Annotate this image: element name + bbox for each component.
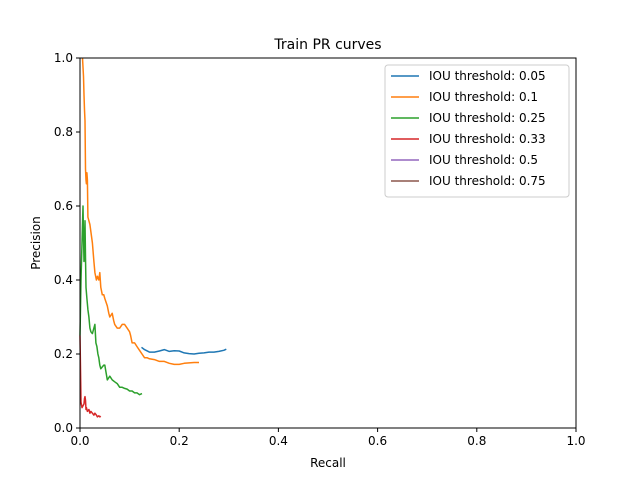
y-axis-label: Precision [29, 216, 43, 270]
x-tick-label: 1.0 [566, 434, 585, 448]
legend-label: IOU threshold: 0.05 [429, 69, 546, 83]
series-layer [79, 57, 227, 418]
legend-label: IOU threshold: 0.25 [429, 111, 546, 125]
x-axis-label: Recall [310, 456, 346, 470]
chart-title: Train PR curves [273, 37, 381, 53]
legend: IOU threshold: 0.05 IOU threshold: 0.1 IOU… [384, 64, 570, 198]
y-tick-label: 0.8 [54, 125, 73, 139]
plot-frame [79, 57, 577, 429]
axis-ticks: 0.0 0.2 0.4 0.6 0.8 1.0 0.0 0.2 0.4 0.6 0.8 1.0 [54, 51, 586, 448]
y-tick-label: 1.0 [54, 51, 73, 65]
y-tick-label: 0.0 [54, 421, 73, 435]
legend-label: IOU threshold: 0.75 [429, 174, 546, 188]
y-tick-label: 0.4 [54, 273, 73, 287]
series-line-1 [81, 57, 199, 366]
x-tick-label: 0.6 [368, 434, 387, 448]
legend-label: IOU threshold: 0.5 [429, 153, 538, 167]
y-tick-label: 0.2 [54, 347, 73, 361]
legend-label: IOU threshold: 0.33 [429, 132, 546, 146]
legend-label: IOU threshold: 0.1 [429, 90, 538, 104]
x-tick-label: 0.2 [170, 434, 189, 448]
series-line-3 [79, 335, 102, 418]
legend-box [384, 64, 570, 198]
x-tick-label: 0.0 [70, 434, 89, 448]
series-line-2 [79, 205, 143, 396]
x-tick-label: 0.4 [269, 434, 288, 448]
series-line-0 [141, 346, 227, 355]
x-tick-label: 0.8 [467, 434, 486, 448]
y-tick-label: 0.6 [54, 199, 73, 213]
